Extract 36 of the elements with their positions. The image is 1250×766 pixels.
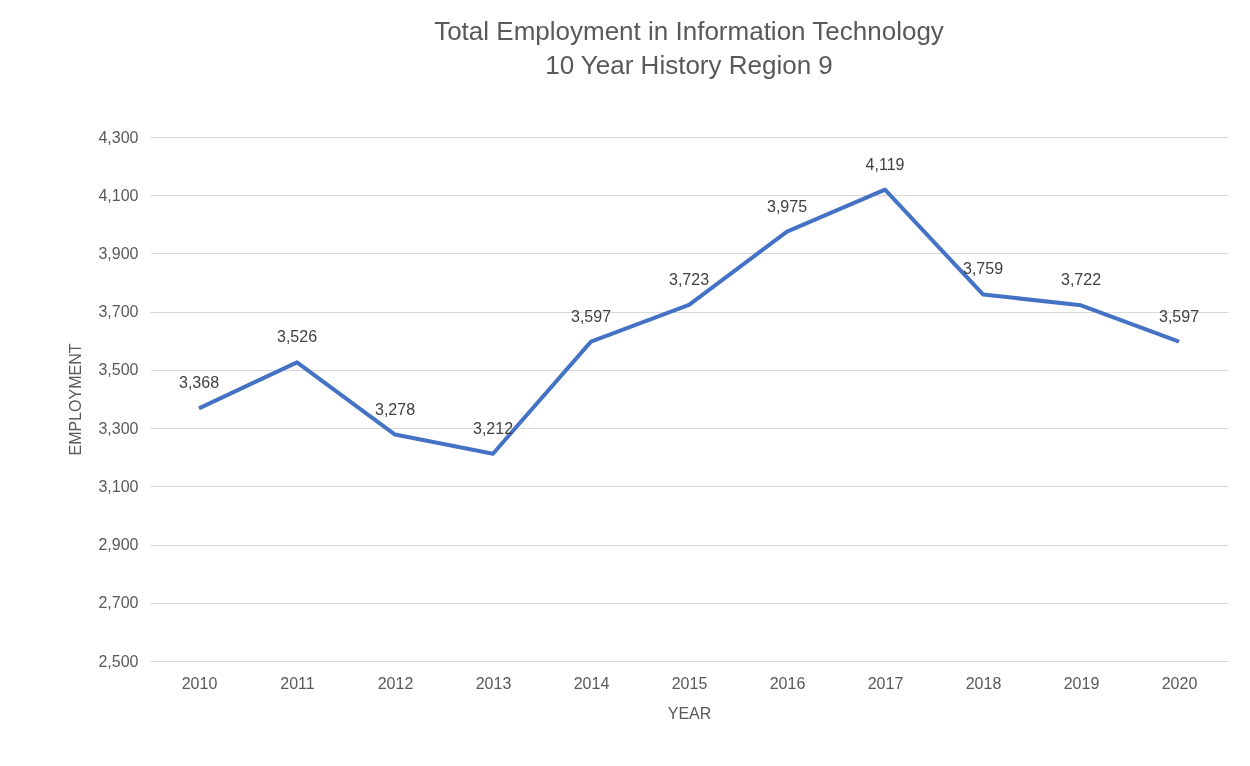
data-label: 3,723 — [668, 270, 710, 288]
y-tick-label: 3,700 — [98, 303, 139, 321]
x-tick-label: 2011 — [280, 674, 315, 692]
x-tick-label: 2013 — [475, 674, 512, 692]
y-tick-label: 3,500 — [98, 361, 139, 379]
y-axis-title: EMPLOYMENT — [67, 343, 85, 456]
data-label: 3,597 — [570, 307, 612, 325]
x-tick-label: 2012 — [377, 674, 414, 692]
data-label: 3,278 — [374, 400, 416, 418]
y-tick-label: 2,700 — [98, 594, 139, 612]
y-tick-label: 4,300 — [98, 128, 139, 146]
data-label: 3,722 — [1060, 271, 1102, 289]
y-tick-label: 2,900 — [98, 536, 139, 554]
x-tick-label: 2018 — [965, 674, 1002, 692]
x-tick-label: 2015 — [671, 674, 708, 692]
x-tick-label: 2020 — [1161, 674, 1198, 692]
x-tick-label: 2010 — [181, 674, 218, 692]
data-label: 4,119 — [865, 155, 905, 173]
chart-title: Total Employment in Information Technology — [434, 16, 944, 46]
x-tick-label: 2019 — [1063, 674, 1100, 692]
x-tick-label: 2016 — [769, 674, 806, 692]
y-tick-label: 4,100 — [98, 186, 139, 204]
x-tick-label: 2017 — [867, 674, 904, 692]
data-label: 3,597 — [1158, 307, 1200, 325]
x-tick-label: 2014 — [573, 674, 610, 692]
y-tick-label: 3,900 — [98, 244, 139, 262]
data-label: 3,368 — [178, 374, 220, 392]
chart-subtitle: 10 Year History Region 9 — [545, 50, 833, 80]
data-label: 3,526 — [276, 328, 318, 346]
data-label: 3,975 — [766, 197, 808, 215]
data-label: 3,759 — [962, 260, 1004, 278]
y-tick-label: 3,100 — [98, 477, 139, 495]
y-tick-label: 3,300 — [98, 419, 139, 437]
x-axis-title: YEAR — [667, 704, 712, 722]
y-tick-label: 2,500 — [98, 652, 139, 670]
data-label: 3,212 — [472, 419, 514, 437]
